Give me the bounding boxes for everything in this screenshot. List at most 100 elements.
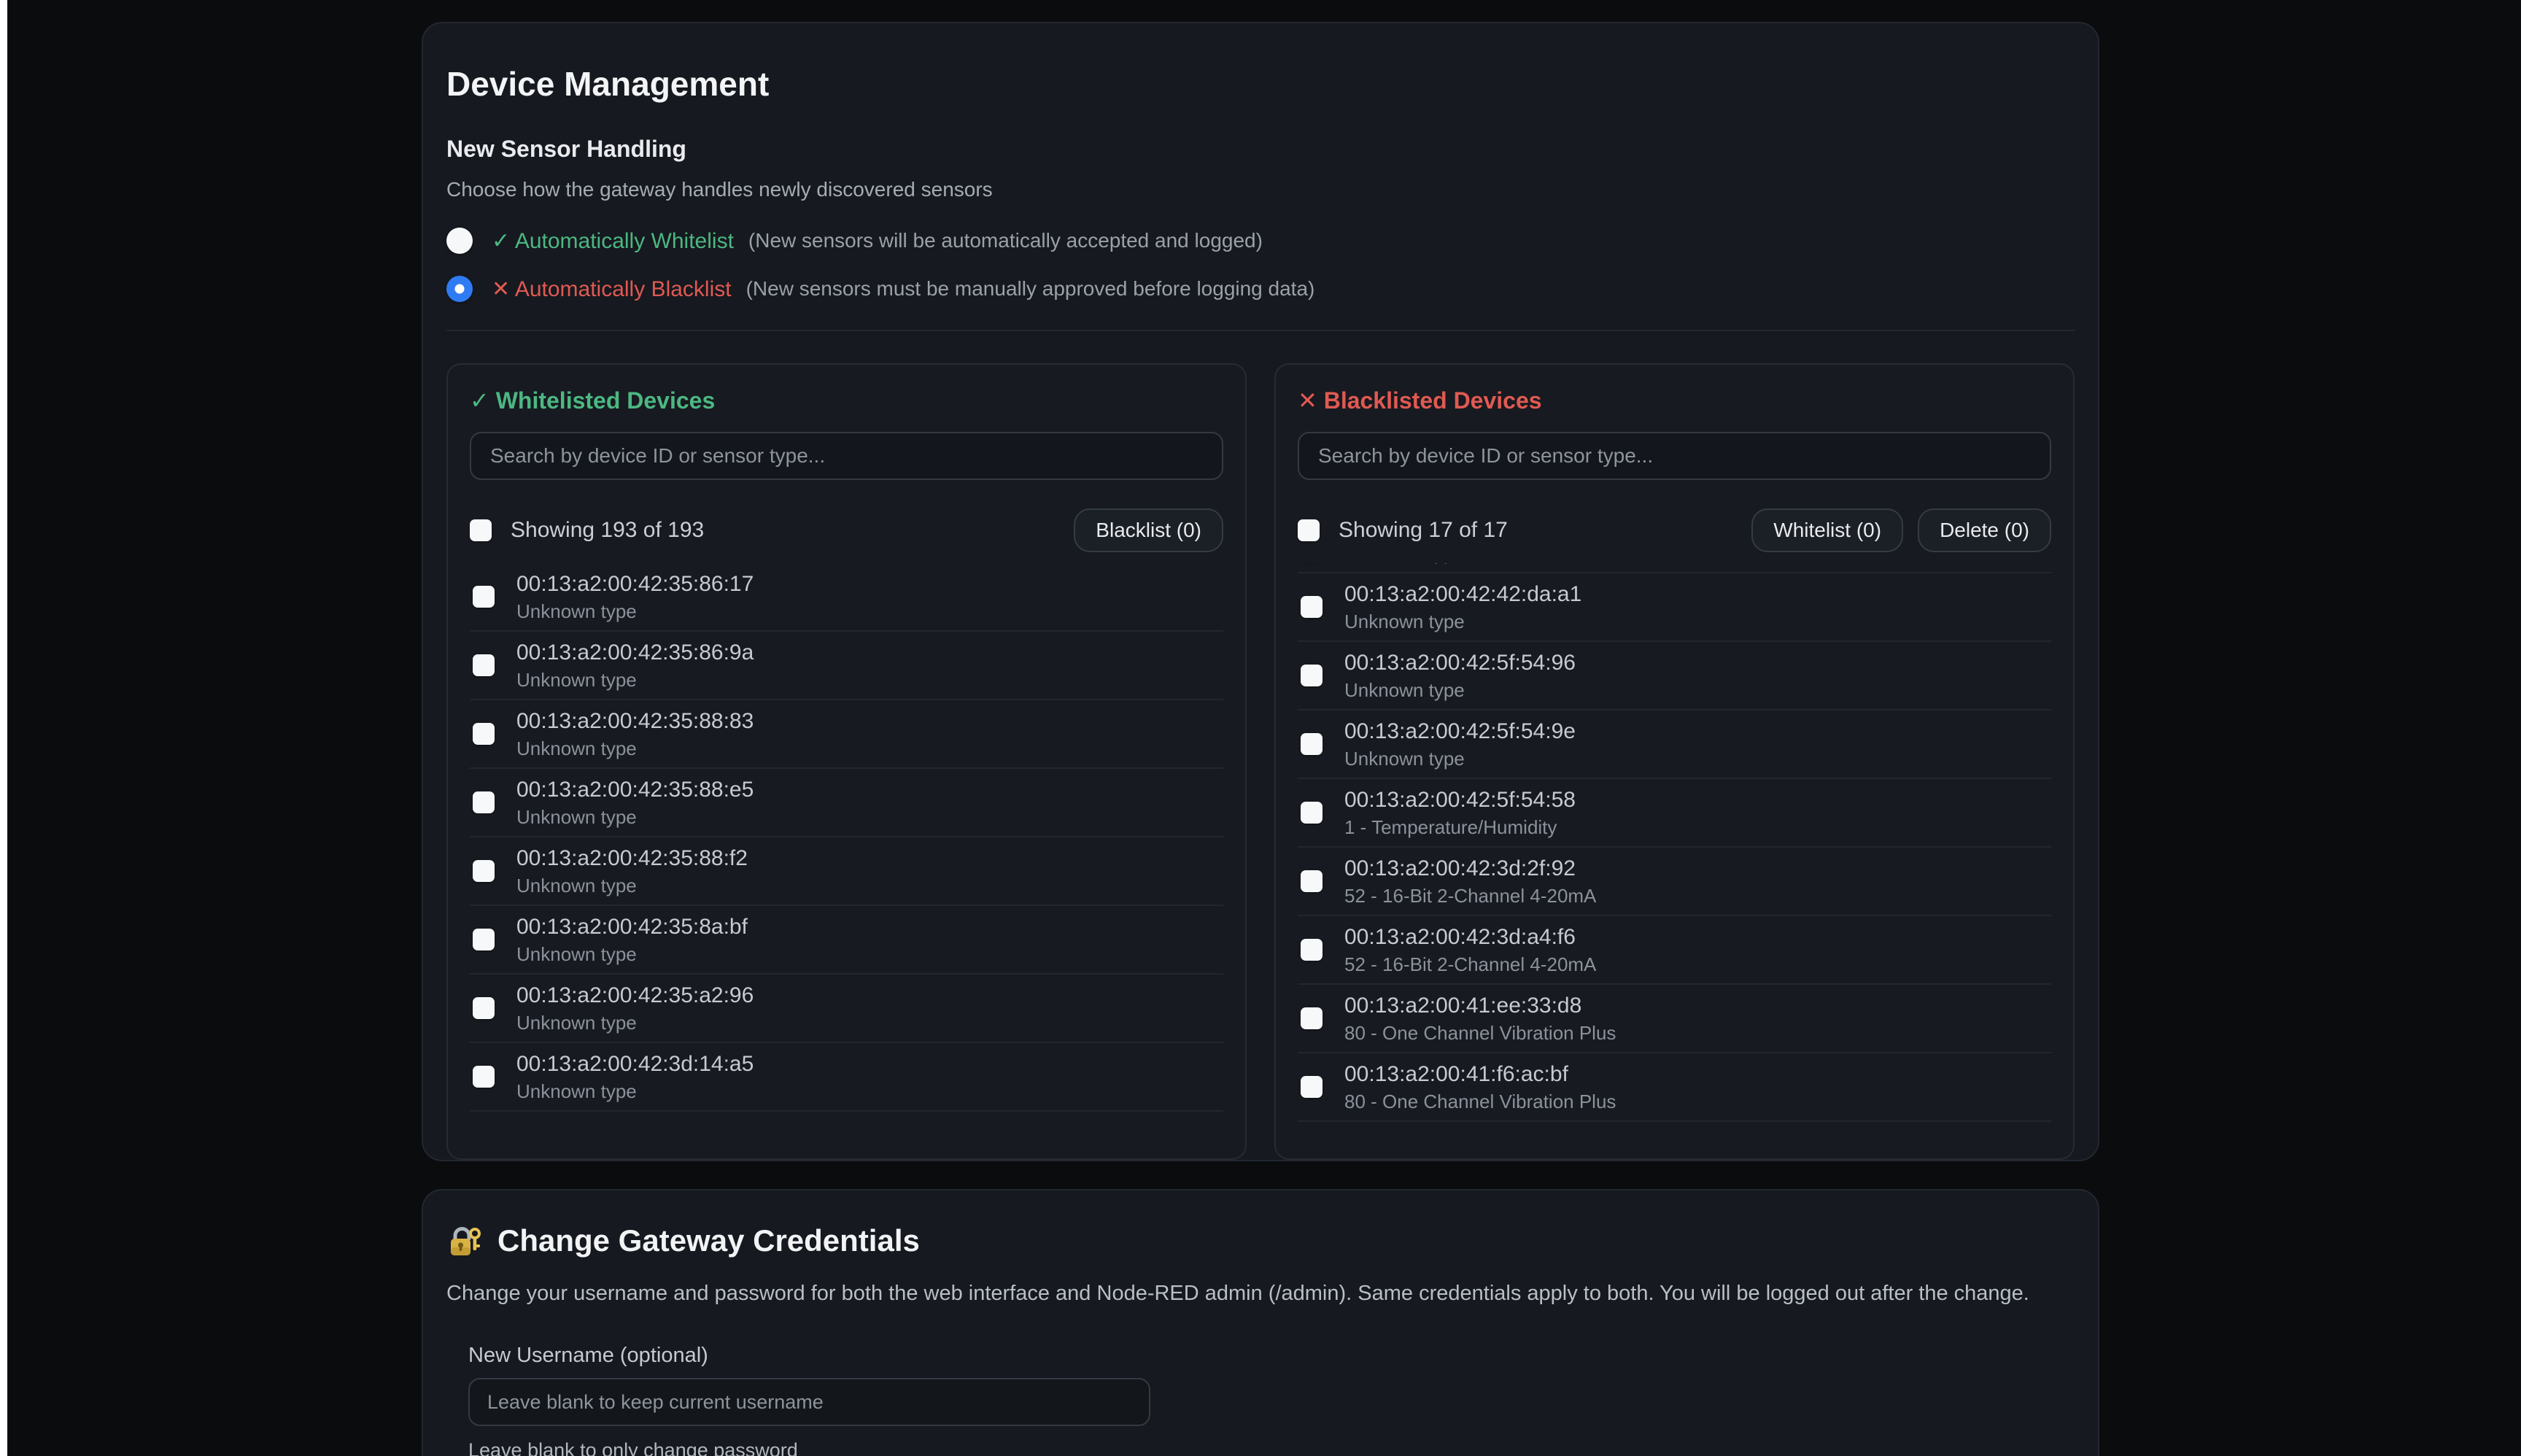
sensor-handling-options: ✓ Automatically Whitelist (New sensors w…: [446, 220, 2075, 309]
whitelist-search-input[interactable]: [470, 432, 1223, 480]
device-type: Unknown type: [1344, 679, 1465, 701]
device-type: Unknown type: [516, 669, 637, 691]
new-sensor-handling-description: Choose how the gateway handles newly dis…: [446, 178, 993, 201]
whitelisted-devices-title: ✓ Whitelisted Devices: [470, 387, 716, 414]
new-sensor-handling-heading: New Sensor Handling: [446, 136, 686, 162]
device-checkbox[interactable]: [473, 654, 495, 676]
device-checkbox[interactable]: [473, 1066, 495, 1088]
option-auto-whitelist-label[interactable]: ✓ Automatically Whitelist: [492, 228, 734, 253]
blacklist-selected-button[interactable]: Blacklist (0): [1074, 508, 1223, 552]
window-edge: [0, 0, 7, 1456]
device-checkbox[interactable]: [1301, 1007, 1323, 1029]
new-username-input[interactable]: [468, 1378, 1150, 1426]
device-type: Unknown type: [516, 943, 637, 965]
device-id: 00:13:a2:00:42:42:da:a1: [1344, 582, 1582, 606]
list-item: 00:13:a2:00:42:5f:54:96 Unknown type: [1298, 642, 2051, 710]
device-type: 1 - Temperature/Humidity: [1344, 816, 1557, 838]
device-checkbox[interactable]: [473, 997, 495, 1019]
device-id: 00:13:a2:00:42:35:88:83: [516, 709, 754, 733]
device-id: 00:13:a2:00:42:5f:54:9e: [1344, 719, 1576, 743]
device-management-card: Device Management New Sensor Handling Ch…: [422, 22, 2099, 1161]
list-item: 00:13:a2:00:42:3d:a4:f6 52 - 16-Bit 2-Ch…: [1298, 916, 2051, 985]
device-id: 00:13:a2:00:42:35:8a:bf: [516, 915, 748, 939]
device-id: 00:13:a2:00:42:3d:14:a5: [516, 1052, 754, 1076]
blacklist-showing-count: Showing 17 of 17: [1339, 518, 1508, 542]
device-id: 00:13:a2:00:42:35:86:17: [516, 572, 754, 596]
blacklisted-devices-title: ✕ Blacklisted Devices: [1298, 387, 1542, 414]
device-checkbox[interactable]: [1301, 802, 1323, 824]
blacklist-select-all-checkbox[interactable]: [1298, 519, 1320, 541]
list-item: 00:13:a2:00:42:3d:14:a5 Unknown type: [470, 1043, 1223, 1112]
option-auto-whitelist-desc: (New sensors will be automatically accep…: [748, 229, 1263, 252]
whitelist-controls: Showing 193 of 193 Blacklist (0): [470, 508, 1223, 553]
device-checkbox[interactable]: [1301, 870, 1323, 892]
device-type: 80 - One Channel Vibration Plus: [1344, 1091, 1616, 1112]
device-id: 00:13:a2:00:42:35:88:e5: [516, 778, 754, 802]
radio-auto-blacklist[interactable]: [446, 276, 473, 302]
option-auto-blacklist-desc: (New sensors must be manually approved b…: [746, 277, 1315, 300]
section-divider: [446, 330, 2075, 331]
device-type: 52 - 16-Bit 2-Channel 4-20mA: [1344, 885, 1597, 907]
device-checkbox[interactable]: [473, 860, 495, 882]
device-id: 00:13:a2:00:42:5f:54:58: [1344, 788, 1576, 812]
radio-auto-whitelist[interactable]: [446, 228, 473, 254]
whitelist-select-all-checkbox[interactable]: [470, 519, 492, 541]
option-auto-blacklist: ✕ Automatically Blacklist (New sensors m…: [446, 268, 2075, 309]
device-checkbox[interactable]: [473, 723, 495, 745]
list-item: 00:13:a2:00:42:42:da:a1 Unknown type: [1298, 573, 2051, 642]
device-checkbox[interactable]: [1301, 733, 1323, 755]
option-auto-blacklist-label[interactable]: ✕ Automatically Blacklist: [492, 276, 732, 301]
device-type: 52 - 16-Bit 2-Channel 4-20mA: [1344, 953, 1597, 975]
list-item: 00:13:a2:00:42:35:a2:96 Unknown type: [470, 975, 1223, 1043]
device-type: Unknown type: [516, 806, 637, 828]
credentials-description: Change your username and password for bo…: [446, 1282, 2029, 1305]
change-credentials-card: Change Gateway Credentials Change your u…: [422, 1189, 2099, 1456]
device-id: 00:13:a2:00:42:35:86:9a: [516, 640, 754, 665]
list-item: 00:13:a2:00:42:35:88:e5 Unknown type: [470, 769, 1223, 837]
device-checkbox[interactable]: [1301, 665, 1323, 686]
whitelist-selected-button[interactable]: Whitelist (0): [1751, 508, 1904, 552]
whitelisted-devices-panel: ✓ Whitelisted Devices Showing 193 of 193…: [446, 363, 1247, 1160]
device-checkbox[interactable]: [473, 929, 495, 950]
list-item: 00:13:a2:00:42:35:86:9a Unknown type: [470, 632, 1223, 700]
device-id: 00:13:a2:00:41:f6:ac:bf: [1344, 1062, 1568, 1086]
device-checkbox[interactable]: [473, 586, 495, 608]
page-title: Device Management: [446, 65, 770, 103]
device-panels: ✓ Whitelisted Devices Showing 193 of 193…: [446, 363, 2075, 1160]
blacklist-search-input[interactable]: [1298, 432, 2051, 480]
blacklist-device-list[interactable]: Unknown type 00:13:a2:00:42:42:da:a1 Unk…: [1298, 563, 2051, 1136]
new-username-label: New Username (optional): [468, 1344, 708, 1367]
device-type: 80 - One Channel Vibration Plus: [1344, 1022, 1616, 1044]
device-id: 00:13:a2:00:42:3d:a4:f6: [1344, 925, 1576, 949]
whitelist-showing-count: Showing 193 of 193: [511, 518, 705, 542]
lock-with-key-icon: [451, 1227, 481, 1255]
device-type: Unknown type: [516, 1080, 637, 1102]
list-item: 00:13:a2:00:41:ee:33:d8 80 - One Channel…: [1298, 985, 2051, 1053]
credentials-title: Change Gateway Credentials: [497, 1223, 920, 1258]
blacklisted-devices-panel: ✕ Blacklisted Devices Showing 17 of 17 W…: [1274, 363, 2075, 1160]
device-type: Unknown type: [516, 737, 637, 759]
credentials-form: New Username (optional) Leave blank to o…: [468, 1344, 2075, 1456]
device-type: Unknown type: [1344, 748, 1465, 770]
list-item: 00:13:a2:00:42:5f:54:58 1 - Temperature/…: [1298, 779, 2051, 848]
device-checkbox[interactable]: [1301, 596, 1323, 618]
device-checkbox[interactable]: [1301, 939, 1323, 961]
device-id: 00:13:a2:00:42:35:a2:96: [516, 983, 754, 1007]
device-checkbox[interactable]: [473, 791, 495, 813]
device-id: 00:13:a2:00:42:5f:54:96: [1344, 651, 1576, 675]
blacklist-controls: Showing 17 of 17 Whitelist (0) Delete (0…: [1298, 508, 2051, 553]
delete-selected-button[interactable]: Delete (0): [1918, 508, 2051, 552]
list-item: 00:13:a2:00:42:3d:2f:92 52 - 16-Bit 2-Ch…: [1298, 848, 2051, 916]
list-item: 00:13:a2:00:42:35:88:83 Unknown type: [470, 700, 1223, 769]
list-item: 00:13:a2:00:42:35:88:f2 Unknown type: [470, 837, 1223, 906]
list-item: 00:13:a2:00:42:35:8a:bf Unknown type: [470, 906, 1223, 975]
list-item: 00:13:a2:00:42:5f:54:9e Unknown type: [1298, 710, 2051, 779]
list-item: 00:13:a2:00:42:35:86:17 Unknown type: [470, 563, 1223, 632]
whitelist-device-list[interactable]: 00:13:a2:00:42:35:86:17 Unknown type 00:…: [470, 563, 1223, 1136]
device-type: Unknown type: [1344, 563, 1465, 564]
device-checkbox[interactable]: [1301, 1076, 1323, 1098]
list-item: 00:13:a2:00:41:f6:ac:bf 80 - One Channel…: [1298, 1053, 2051, 1122]
device-type: Unknown type: [1344, 611, 1465, 632]
list-item-partial: Unknown type: [1298, 563, 2051, 573]
